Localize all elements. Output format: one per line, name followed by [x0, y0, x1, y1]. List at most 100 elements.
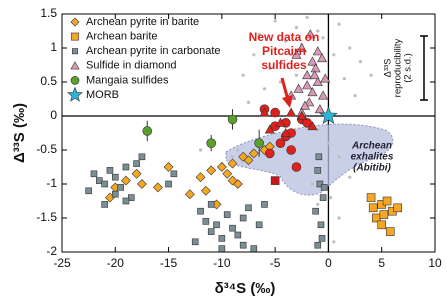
point [248, 148, 259, 159]
legend-marker [70, 61, 80, 70]
plot-frame [61, 13, 436, 253]
point [122, 163, 130, 171]
x-tick-label: 0 [325, 256, 332, 270]
point [184, 189, 195, 200]
point [337, 155, 341, 159]
point [131, 168, 142, 179]
point [328, 196, 333, 200]
y-tick-label: 1 [50, 40, 57, 54]
point [280, 127, 291, 137]
point [234, 231, 242, 239]
point [312, 207, 319, 215]
point [90, 170, 98, 178]
point [305, 15, 309, 19]
point [198, 148, 203, 152]
point [366, 193, 376, 202]
point [296, 42, 307, 52]
legend-label: Mangaia sulfides [86, 74, 169, 86]
point [289, 53, 293, 57]
point [332, 240, 336, 244]
exhalites-region [225, 123, 394, 196]
point [332, 53, 336, 57]
point [206, 138, 216, 148]
y-tick-label: -2 [46, 244, 57, 258]
point [111, 190, 119, 198]
annotation: (2 s.d.) [403, 53, 414, 83]
point [304, 97, 315, 107]
point [223, 211, 231, 218]
point [302, 80, 313, 90]
annotation: Δ³³S [383, 58, 394, 77]
point [200, 185, 211, 196]
point [170, 170, 178, 178]
point [312, 76, 323, 86]
point [218, 235, 226, 242]
point [257, 32, 261, 37]
point [241, 73, 245, 77]
legend-marker [71, 32, 79, 41]
point [117, 184, 124, 191]
point [243, 155, 254, 166]
point [101, 201, 108, 208]
point [312, 46, 323, 56]
arrowhead [282, 95, 293, 108]
legend-label: Archean pyrite in carbonate [86, 45, 221, 57]
point [377, 220, 387, 230]
point [101, 180, 108, 188]
legend-label: Archean pyrite in barite [86, 16, 199, 28]
x-tick-label: 5 [378, 256, 385, 270]
point [286, 145, 296, 155]
annotation: Archean [351, 141, 392, 152]
point [318, 90, 329, 100]
point [245, 204, 252, 212]
point [96, 177, 103, 184]
point [137, 179, 147, 189]
point [264, 124, 275, 134]
point [252, 53, 256, 57]
point [291, 162, 302, 172]
point [197, 207, 204, 215]
point [293, 83, 304, 93]
x-tick-label: 10 [428, 256, 442, 270]
annotation: sulfides [261, 58, 307, 72]
point [358, 60, 362, 64]
point [321, 36, 325, 40]
y-tick-label: -1 [46, 176, 57, 190]
point [316, 180, 324, 188]
point [294, 26, 299, 30]
point [342, 77, 347, 81]
point [236, 148, 240, 152]
point [195, 172, 206, 183]
point [239, 214, 247, 222]
point [286, 107, 297, 117]
point [270, 107, 280, 118]
x-tick-label: -25 [53, 256, 71, 270]
point [191, 238, 199, 246]
y-tick-label: -0.5 [36, 142, 57, 156]
point [319, 106, 338, 124]
point [230, 155, 235, 159]
x-tick-label: -10 [213, 256, 231, 270]
legend-label: Sulfide in diamond [86, 60, 177, 72]
legend-label: MORB [86, 89, 119, 101]
point [314, 104, 325, 114]
point [133, 160, 140, 167]
point [299, 100, 310, 110]
point [316, 128, 320, 132]
legend-marker [70, 76, 80, 85]
point [385, 227, 395, 236]
point [369, 73, 373, 77]
point [85, 187, 92, 195]
annotation: New data on [249, 30, 320, 44]
point [326, 141, 331, 145]
point [284, 39, 288, 43]
plot-area: -25 -20 -15 -10 -5 0 5 10 -2 -1.5 -1 -0.5 0 0.5 1 1.5 [36, 6, 442, 270]
point [142, 126, 153, 136]
point [239, 241, 247, 249]
annotation: exhalites [351, 152, 394, 163]
point [319, 194, 327, 201]
point [337, 216, 341, 220]
legend-label: Archean barite [86, 31, 158, 43]
point [213, 221, 220, 229]
